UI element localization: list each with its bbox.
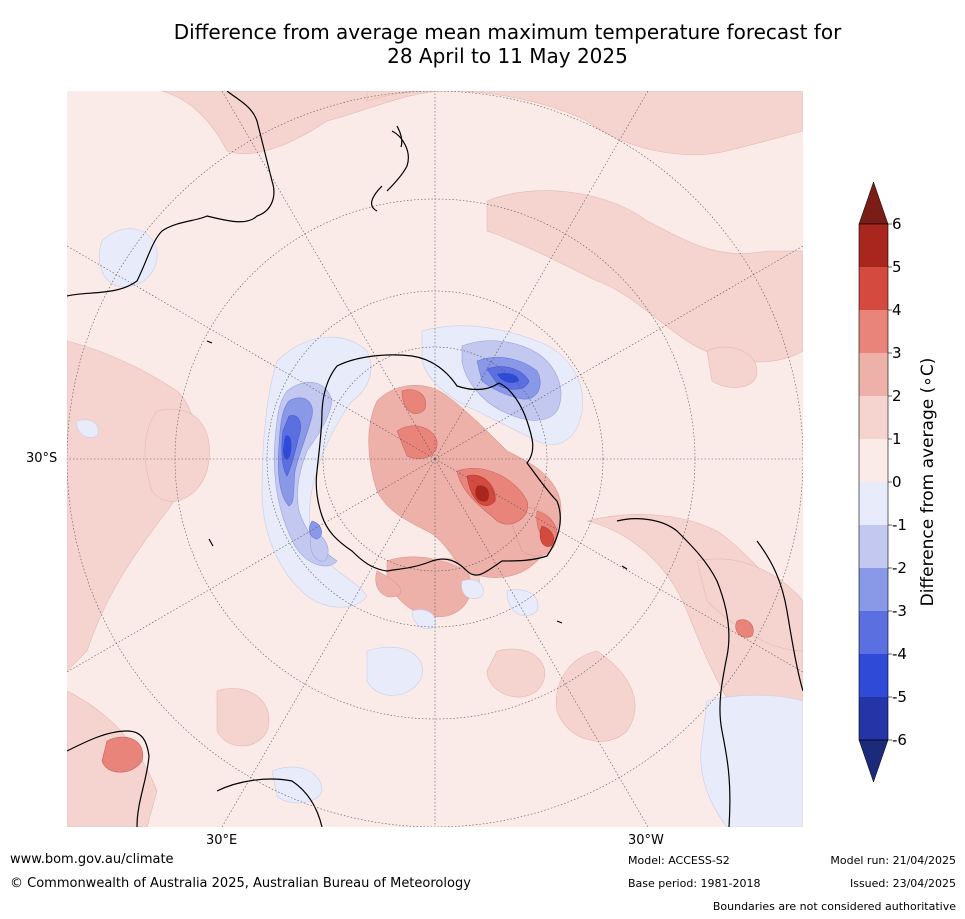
colorbar-band-4-5 [859, 267, 888, 310]
coastlines [67, 91, 803, 827]
title-line-1: Difference from average mean maximum tem… [173, 20, 842, 44]
colorbar-tick: -4 [892, 645, 907, 663]
colorbar-band-2-3 [859, 353, 888, 396]
coast-south-america-east [756, 540, 803, 692]
colorbar [858, 182, 892, 782]
coast-new-zealand [370, 125, 409, 212]
colorbar-band-5-6 [859, 224, 888, 267]
colorbar-tick: -3 [892, 602, 907, 620]
colorbar-label: Difference from average (∘C) [918, 357, 938, 607]
title-line-2: 28 April to 11 May 2025 [387, 44, 628, 68]
website-link[interactable]: www.bom.gov.au/climate [10, 852, 174, 867]
colorbar-tick: -1 [892, 516, 907, 534]
boundaries-disclaimer: Boundaries are not considered authoritat… [712, 900, 956, 913]
colorbar-band-minus4-minus3 [859, 611, 888, 654]
model-name: Model: ACCESS-S2 [628, 854, 730, 867]
colorbar-tick: 3 [892, 344, 902, 362]
colorbar-band-1-2 [859, 396, 888, 439]
coast-madagascar [208, 538, 323, 827]
colorbar-band-3-4 [859, 310, 888, 353]
lat-label-30s: 30°S [26, 451, 58, 466]
colorbar-band-minus6-minus5 [859, 697, 888, 740]
graticule [67, 91, 803, 827]
colorbar-tick: 4 [892, 301, 902, 319]
colorbar-tick: -2 [892, 559, 907, 577]
coast-australia [67, 730, 150, 827]
colorbar-band-minus1-0 [859, 482, 888, 525]
issued-date: Issued: 23/04/2025 [849, 877, 956, 890]
coast-antarctica [315, 354, 561, 576]
forecast-map [67, 91, 803, 827]
colorbar-tick: 5 [892, 258, 902, 276]
colorbar-tick: -5 [892, 688, 907, 706]
colorbar-band-minus5-minus4 [859, 654, 888, 697]
colorbar-top-arrow [858, 182, 889, 225]
coast-africa [67, 91, 275, 297]
colorbar-tick: -6 [892, 731, 907, 749]
colorbar-band-minus3-minus2 [859, 568, 888, 611]
lon-label-30e: 30°E [206, 833, 238, 848]
base-period: Base period: 1981-2018 [628, 877, 761, 890]
colorbar-band-0-1 [859, 439, 888, 482]
colorbar-tick: 0 [892, 473, 902, 491]
anomaly-minus5-regions [283, 372, 519, 460]
model-run-date: Model run: 21/04/2025 [830, 854, 956, 867]
colorbar-band-minus2-minus1 [859, 525, 888, 568]
copyright-text: © Commonwealth of Australia 2025, Austra… [10, 876, 471, 891]
coast-south-america [616, 518, 731, 827]
anomaly-plus4-regions [475, 485, 489, 502]
colorbar-tick: 6 [892, 215, 902, 233]
colorbar-tick: 2 [892, 387, 902, 405]
lon-label-30w: 30°W [628, 833, 664, 848]
colorbar-tick: 1 [892, 430, 902, 448]
colorbar-bottom-arrow [858, 739, 889, 782]
map-title: Difference from average mean maximum tem… [60, 20, 955, 68]
coast-sub-antarctic-islands [206, 340, 628, 624]
